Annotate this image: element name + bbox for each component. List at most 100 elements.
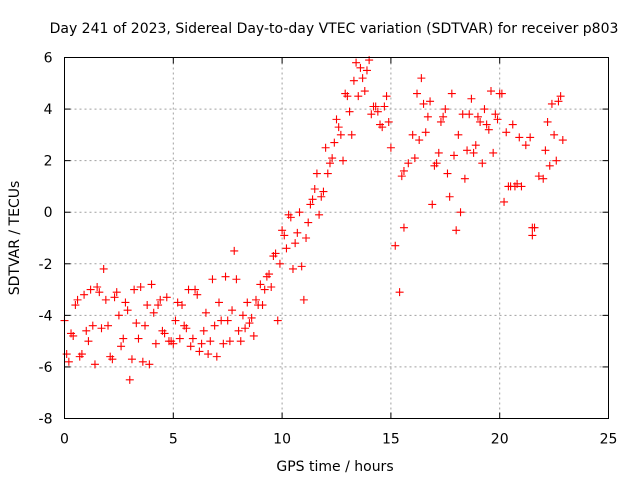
chart-title: Day 241 of 2023, Sidereal Day-to-day VTE… xyxy=(50,21,619,37)
data-point xyxy=(201,308,210,317)
data-point xyxy=(249,331,258,340)
data-point xyxy=(382,92,391,101)
data-point xyxy=(86,285,95,294)
data-point xyxy=(104,321,113,330)
data-point xyxy=(469,148,478,157)
data-point xyxy=(445,192,454,201)
data-point xyxy=(339,156,348,165)
data-point xyxy=(426,97,435,106)
data-point xyxy=(397,172,406,181)
data-point xyxy=(476,117,485,126)
x-tick-label: 25 xyxy=(600,432,618,448)
y-tick-label: 4 xyxy=(44,102,53,118)
data-point xyxy=(380,102,389,111)
data-point xyxy=(158,326,167,335)
data-point xyxy=(317,192,326,201)
data-point xyxy=(441,105,450,114)
data-point xyxy=(110,293,119,302)
data-point xyxy=(225,337,234,346)
data-point xyxy=(193,290,202,299)
data-point xyxy=(376,120,385,129)
data-point xyxy=(550,130,559,139)
x-tick-label: 15 xyxy=(382,432,400,448)
data-point xyxy=(256,280,265,289)
data-point xyxy=(417,74,426,83)
data-point xyxy=(356,63,365,72)
data-point xyxy=(450,151,459,160)
data-point xyxy=(88,321,97,330)
data-point xyxy=(232,275,241,284)
data-point xyxy=(175,334,184,343)
data-point xyxy=(447,89,456,98)
data-point xyxy=(302,234,311,242)
data-point xyxy=(138,357,147,366)
data-point xyxy=(515,133,524,142)
data-point xyxy=(73,295,82,304)
data-point xyxy=(197,339,206,348)
y-axis-label: SDTVAR / TECUs xyxy=(7,181,23,296)
data-point xyxy=(486,87,495,96)
data-point xyxy=(251,295,260,304)
data-point xyxy=(354,92,363,101)
data-point xyxy=(391,241,400,250)
data-point xyxy=(136,282,145,291)
y-tick-label: -2 xyxy=(39,257,53,273)
data-point xyxy=(238,311,247,320)
data-point xyxy=(204,350,213,359)
data-point xyxy=(75,352,84,361)
data-point xyxy=(395,288,404,297)
data-point xyxy=(528,223,537,232)
data-point xyxy=(478,159,487,168)
data-point xyxy=(500,197,509,206)
data-point xyxy=(423,112,432,121)
data-point xyxy=(178,301,187,310)
data-point xyxy=(210,321,219,330)
data-point xyxy=(558,136,567,145)
data-point xyxy=(212,352,221,361)
data-point xyxy=(432,159,441,168)
data-point xyxy=(415,136,424,145)
data-point xyxy=(273,316,282,325)
data-point xyxy=(480,105,489,114)
data-point xyxy=(117,342,126,351)
data-point xyxy=(434,148,443,157)
plot-frame xyxy=(64,57,609,419)
data-point xyxy=(123,306,132,315)
data-point xyxy=(280,231,289,240)
data-point xyxy=(484,125,493,134)
y-tick-label: 6 xyxy=(44,51,53,67)
data-point xyxy=(228,306,237,315)
data-point xyxy=(489,148,498,157)
data-point xyxy=(171,316,180,325)
data-point xyxy=(310,185,319,194)
data-point xyxy=(341,89,350,98)
data-point xyxy=(99,264,108,273)
y-tick-label: -8 xyxy=(39,412,53,428)
data-point xyxy=(64,357,73,366)
data-point xyxy=(271,249,280,258)
data-point xyxy=(236,337,245,346)
data-point xyxy=(362,66,371,75)
data-point xyxy=(404,159,413,168)
y-tick-labels: -8 -6 -4 -2 0 2 4 6 xyxy=(39,51,53,428)
data-point xyxy=(386,143,395,152)
data-point xyxy=(556,92,565,101)
data-point xyxy=(275,259,284,268)
data-point xyxy=(399,223,408,232)
data-point xyxy=(467,94,476,103)
data-point xyxy=(360,87,369,96)
data-point xyxy=(156,295,165,304)
data-point xyxy=(186,342,195,351)
data-point xyxy=(243,298,252,307)
data-point xyxy=(541,146,550,155)
data-point xyxy=(223,316,232,325)
data-point xyxy=(315,210,324,219)
data-point xyxy=(188,334,197,343)
data-point xyxy=(554,97,563,106)
x-tick-label: 0 xyxy=(60,432,69,448)
data-point xyxy=(278,226,287,235)
data-point xyxy=(491,110,500,119)
data-point xyxy=(143,301,152,310)
data-point xyxy=(141,321,150,330)
data-point xyxy=(336,130,345,139)
